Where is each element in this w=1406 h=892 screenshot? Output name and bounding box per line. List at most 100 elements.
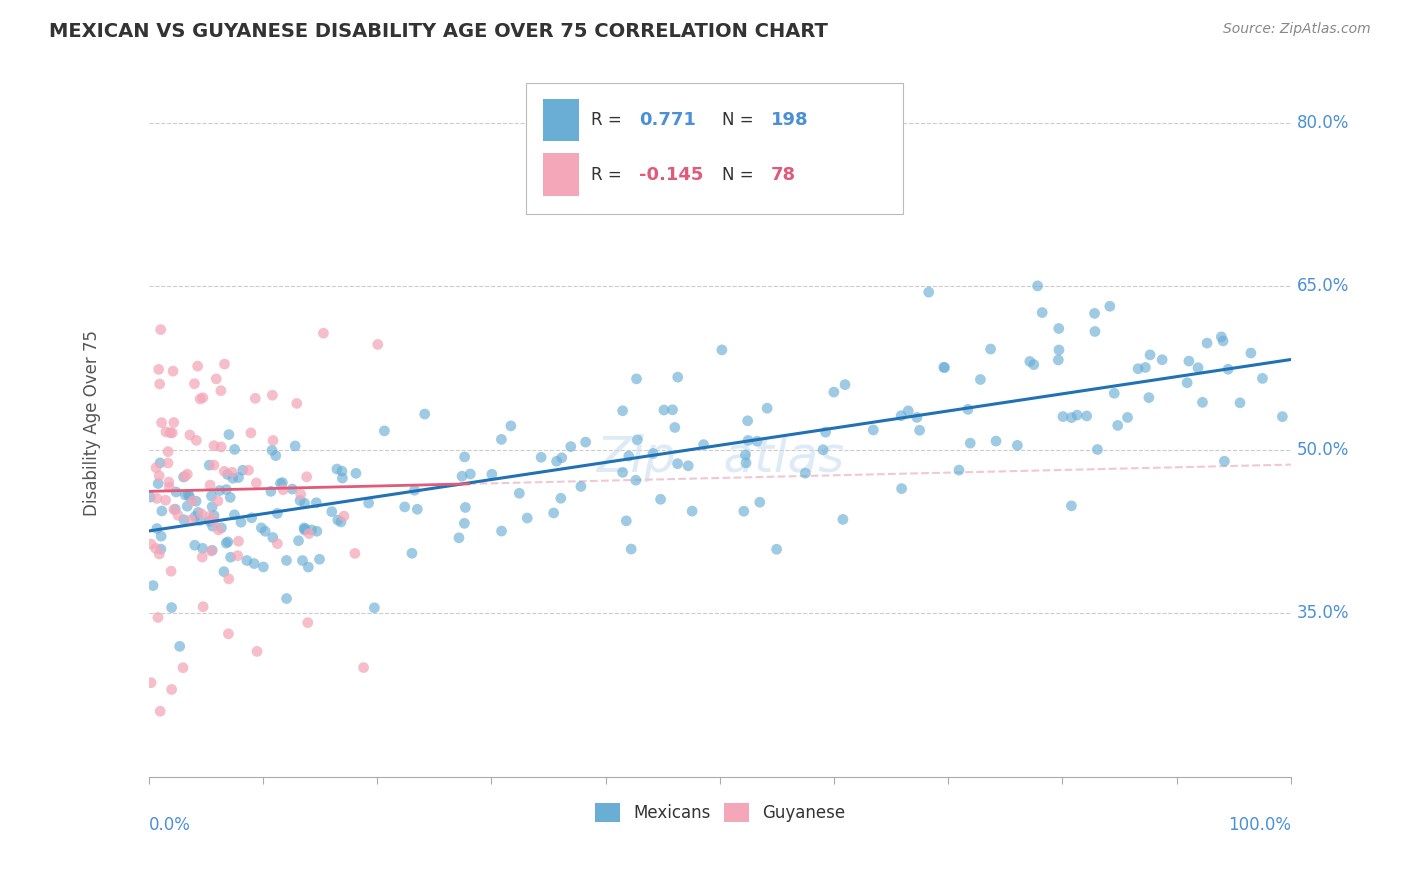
- Point: [404, 483, 426, 498]
- Point: [228, 470, 250, 484]
- Point: [666, 457, 689, 471]
- Text: Zip   atlas: Zip atlas: [596, 434, 844, 482]
- Point: [184, 494, 207, 508]
- Point: [491, 433, 513, 447]
- Point: [198, 458, 221, 472]
- Point: [162, 364, 184, 378]
- Point: [948, 463, 970, 477]
- Point: [179, 489, 201, 503]
- Point: [139, 490, 162, 504]
- Point: [664, 420, 686, 434]
- Point: [181, 494, 204, 508]
- Text: N =: N =: [723, 166, 759, 184]
- Point: [1135, 360, 1157, 375]
- Point: [984, 434, 1007, 448]
- Point: [191, 550, 214, 565]
- Point: [150, 504, 173, 518]
- Point: [1047, 343, 1070, 357]
- Point: [447, 531, 470, 545]
- Point: [1216, 362, 1239, 376]
- Point: [814, 425, 837, 439]
- Point: [276, 591, 298, 606]
- Point: [176, 467, 198, 482]
- Point: [624, 473, 647, 487]
- Point: [1052, 409, 1074, 424]
- Point: [215, 483, 238, 497]
- Text: -0.145: -0.145: [638, 166, 703, 184]
- Point: [661, 402, 683, 417]
- Point: [934, 360, 956, 375]
- Point: [155, 425, 177, 439]
- Point: [641, 446, 664, 460]
- Point: [202, 439, 225, 453]
- Point: [550, 491, 572, 506]
- Point: [160, 682, 183, 697]
- Point: [676, 458, 699, 473]
- Point: [321, 505, 343, 519]
- Point: [201, 543, 224, 558]
- Point: [148, 547, 170, 561]
- Point: [499, 418, 522, 433]
- Point: [737, 434, 759, 448]
- Point: [201, 500, 224, 514]
- Point: [281, 482, 304, 496]
- Point: [1060, 410, 1083, 425]
- Point: [301, 523, 323, 537]
- Point: [794, 466, 817, 480]
- Text: 0.0%: 0.0%: [149, 815, 191, 833]
- Point: [146, 610, 169, 624]
- Point: [217, 534, 239, 549]
- Point: [224, 508, 246, 522]
- Point: [180, 513, 202, 527]
- FancyBboxPatch shape: [543, 99, 579, 142]
- Point: [276, 553, 298, 567]
- Point: [453, 450, 475, 464]
- Point: [142, 578, 165, 592]
- Point: [209, 521, 232, 535]
- Point: [1007, 438, 1029, 452]
- Point: [862, 423, 884, 437]
- Point: [294, 523, 316, 537]
- Point: [191, 599, 214, 614]
- Point: [692, 437, 714, 451]
- Point: [305, 496, 328, 510]
- Point: [980, 342, 1002, 356]
- Point: [756, 401, 779, 416]
- Point: [569, 479, 592, 493]
- Point: [1018, 354, 1040, 368]
- Point: [287, 533, 309, 548]
- Point: [184, 538, 207, 552]
- Point: [139, 675, 162, 690]
- Point: [239, 425, 262, 440]
- Point: [165, 485, 187, 500]
- Point: [745, 434, 768, 449]
- Point: [460, 467, 482, 481]
- Point: [332, 471, 354, 485]
- Point: [1126, 361, 1149, 376]
- Point: [373, 424, 395, 438]
- Point: [218, 572, 240, 586]
- Text: 80.0%: 80.0%: [1296, 114, 1348, 132]
- Point: [250, 521, 273, 535]
- Point: [326, 462, 349, 476]
- Point: [243, 557, 266, 571]
- Point: [202, 458, 225, 472]
- Point: [394, 500, 416, 514]
- Point: [290, 487, 312, 501]
- Point: [146, 476, 169, 491]
- Point: [508, 486, 530, 500]
- Point: [198, 478, 221, 492]
- Text: 198: 198: [772, 112, 808, 129]
- Point: [176, 500, 198, 514]
- Text: 100.0%: 100.0%: [1227, 815, 1291, 833]
- Point: [221, 465, 243, 479]
- Point: [172, 661, 194, 675]
- Point: [187, 359, 209, 373]
- Point: [811, 442, 834, 457]
- Point: [491, 524, 513, 538]
- Point: [245, 392, 267, 406]
- Point: [1211, 330, 1233, 344]
- Point: [1187, 360, 1209, 375]
- Point: [890, 482, 912, 496]
- Point: [401, 546, 423, 560]
